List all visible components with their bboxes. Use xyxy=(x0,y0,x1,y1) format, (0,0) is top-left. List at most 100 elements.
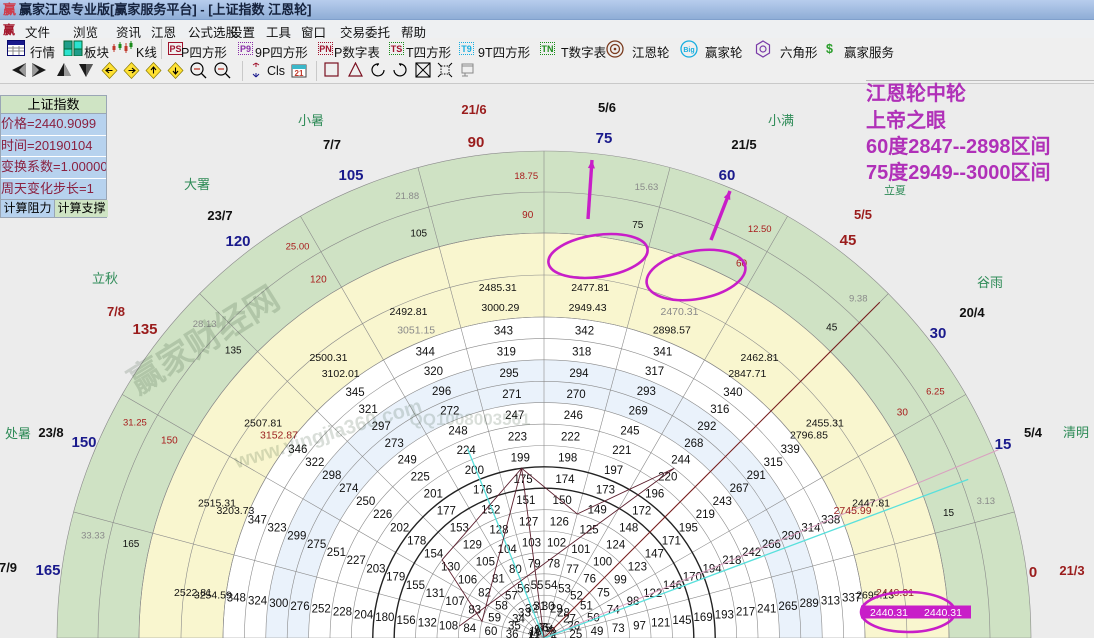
svg-text:59: 59 xyxy=(488,613,501,625)
svg-text:0: 0 xyxy=(1029,564,1037,581)
svg-text:5/4: 5/4 xyxy=(1024,425,1043,440)
svg-text:77: 77 xyxy=(566,564,579,576)
svg-text:270: 270 xyxy=(567,389,586,401)
svg-text:78: 78 xyxy=(547,559,560,571)
svg-text:5/5: 5/5 xyxy=(854,207,872,222)
svg-text:2492.81: 2492.81 xyxy=(390,306,428,318)
svg-text:150: 150 xyxy=(161,435,178,446)
svg-text:99: 99 xyxy=(614,574,627,586)
svg-text:20/4: 20/4 xyxy=(959,305,985,320)
svg-text:291: 291 xyxy=(747,470,766,482)
svg-text:171: 171 xyxy=(662,535,681,547)
svg-text:2440.31: 2440.31 xyxy=(870,607,908,619)
svg-text:228: 228 xyxy=(333,606,352,618)
svg-text:193: 193 xyxy=(715,609,734,621)
svg-text:2455.31: 2455.31 xyxy=(806,417,844,429)
svg-text:156: 156 xyxy=(396,615,415,627)
svg-text:21.88: 21.88 xyxy=(395,191,419,202)
svg-text:7/7: 7/7 xyxy=(323,137,341,152)
svg-text:180: 180 xyxy=(375,612,394,624)
svg-text:172: 172 xyxy=(632,506,651,518)
svg-text:226: 226 xyxy=(373,509,392,521)
svg-text:267: 267 xyxy=(730,483,749,495)
svg-text:2477.81: 2477.81 xyxy=(571,282,609,294)
svg-text:3102.01: 3102.01 xyxy=(322,368,360,380)
svg-text:199: 199 xyxy=(511,453,530,465)
svg-text:322: 322 xyxy=(305,457,324,469)
svg-text:339: 339 xyxy=(781,444,800,456)
svg-text:179: 179 xyxy=(386,572,405,584)
svg-text:268: 268 xyxy=(684,438,703,450)
svg-text:317: 317 xyxy=(645,366,664,378)
svg-text:60: 60 xyxy=(719,167,736,184)
svg-text:249: 249 xyxy=(398,455,417,467)
svg-text:105: 105 xyxy=(338,167,363,184)
svg-text:97: 97 xyxy=(633,620,646,632)
svg-text:33.33: 33.33 xyxy=(81,531,105,542)
svg-text:2500.31: 2500.31 xyxy=(310,352,348,364)
svg-text:45: 45 xyxy=(840,232,857,249)
svg-text:立秋: 立秋 xyxy=(92,271,118,286)
svg-text:320: 320 xyxy=(424,366,443,378)
svg-text:222: 222 xyxy=(561,431,580,443)
svg-text:102: 102 xyxy=(547,538,566,550)
svg-text:313: 313 xyxy=(821,595,840,607)
svg-text:177: 177 xyxy=(437,506,456,518)
svg-text:135: 135 xyxy=(132,321,157,338)
svg-text:25.00: 25.00 xyxy=(286,242,310,253)
svg-text:2847.71: 2847.71 xyxy=(728,368,766,380)
svg-text:165: 165 xyxy=(35,562,60,579)
svg-text:251: 251 xyxy=(327,547,346,559)
svg-text:154: 154 xyxy=(424,548,444,560)
svg-text:299: 299 xyxy=(287,531,306,543)
svg-text:75: 75 xyxy=(596,130,613,147)
svg-text:342: 342 xyxy=(575,325,594,337)
svg-text:246: 246 xyxy=(564,410,583,422)
svg-text:2447.81: 2447.81 xyxy=(852,498,890,510)
svg-text:75: 75 xyxy=(597,587,610,599)
svg-text:120: 120 xyxy=(225,233,250,250)
svg-text:清明: 清明 xyxy=(1063,425,1089,440)
svg-text:21/3: 21/3 xyxy=(1059,563,1084,578)
svg-text:3051.15: 3051.15 xyxy=(397,324,435,336)
svg-text:2470.31: 2470.31 xyxy=(660,306,698,318)
svg-text:Big: Big xyxy=(683,47,694,54)
svg-text:90: 90 xyxy=(522,210,534,221)
svg-text:252: 252 xyxy=(312,604,331,616)
svg-text:298: 298 xyxy=(322,470,341,482)
svg-text:49: 49 xyxy=(591,626,604,638)
svg-text:大署: 大署 xyxy=(184,177,210,192)
svg-text:105: 105 xyxy=(410,228,427,239)
svg-text:2507.81: 2507.81 xyxy=(244,417,282,429)
svg-text:23/8: 23/8 xyxy=(38,425,63,440)
svg-text:219: 219 xyxy=(696,509,715,521)
svg-text:75: 75 xyxy=(632,220,644,231)
svg-text:3.13: 3.13 xyxy=(977,496,996,507)
svg-text:319: 319 xyxy=(497,347,516,359)
svg-text:21/6: 21/6 xyxy=(461,102,486,117)
svg-text:126: 126 xyxy=(550,516,569,528)
svg-text:265: 265 xyxy=(778,601,797,613)
svg-text:15: 15 xyxy=(943,508,955,519)
svg-text:269: 269 xyxy=(629,406,648,418)
svg-text:100: 100 xyxy=(593,557,612,569)
svg-text:276: 276 xyxy=(290,601,309,613)
svg-text:30: 30 xyxy=(930,325,947,342)
svg-text:227: 227 xyxy=(347,555,366,567)
svg-text:195: 195 xyxy=(679,522,698,534)
svg-text:58: 58 xyxy=(495,600,508,612)
svg-text:2796.85: 2796.85 xyxy=(790,430,828,442)
svg-text:7/9: 7/9 xyxy=(0,560,17,575)
svg-text:323: 323 xyxy=(267,522,286,534)
svg-text:处暑: 处暑 xyxy=(5,426,31,441)
svg-text:244: 244 xyxy=(671,455,691,467)
svg-text:21: 21 xyxy=(295,69,304,78)
svg-text:250: 250 xyxy=(356,496,375,508)
svg-text:271: 271 xyxy=(502,389,521,401)
svg-text:21/5: 21/5 xyxy=(731,137,756,152)
svg-text:QQ1008003561: QQ1008003561 xyxy=(410,410,531,429)
svg-text:15.63: 15.63 xyxy=(635,182,659,193)
svg-text:73: 73 xyxy=(612,623,625,635)
svg-text:132: 132 xyxy=(418,618,437,630)
svg-text:124: 124 xyxy=(606,540,626,552)
